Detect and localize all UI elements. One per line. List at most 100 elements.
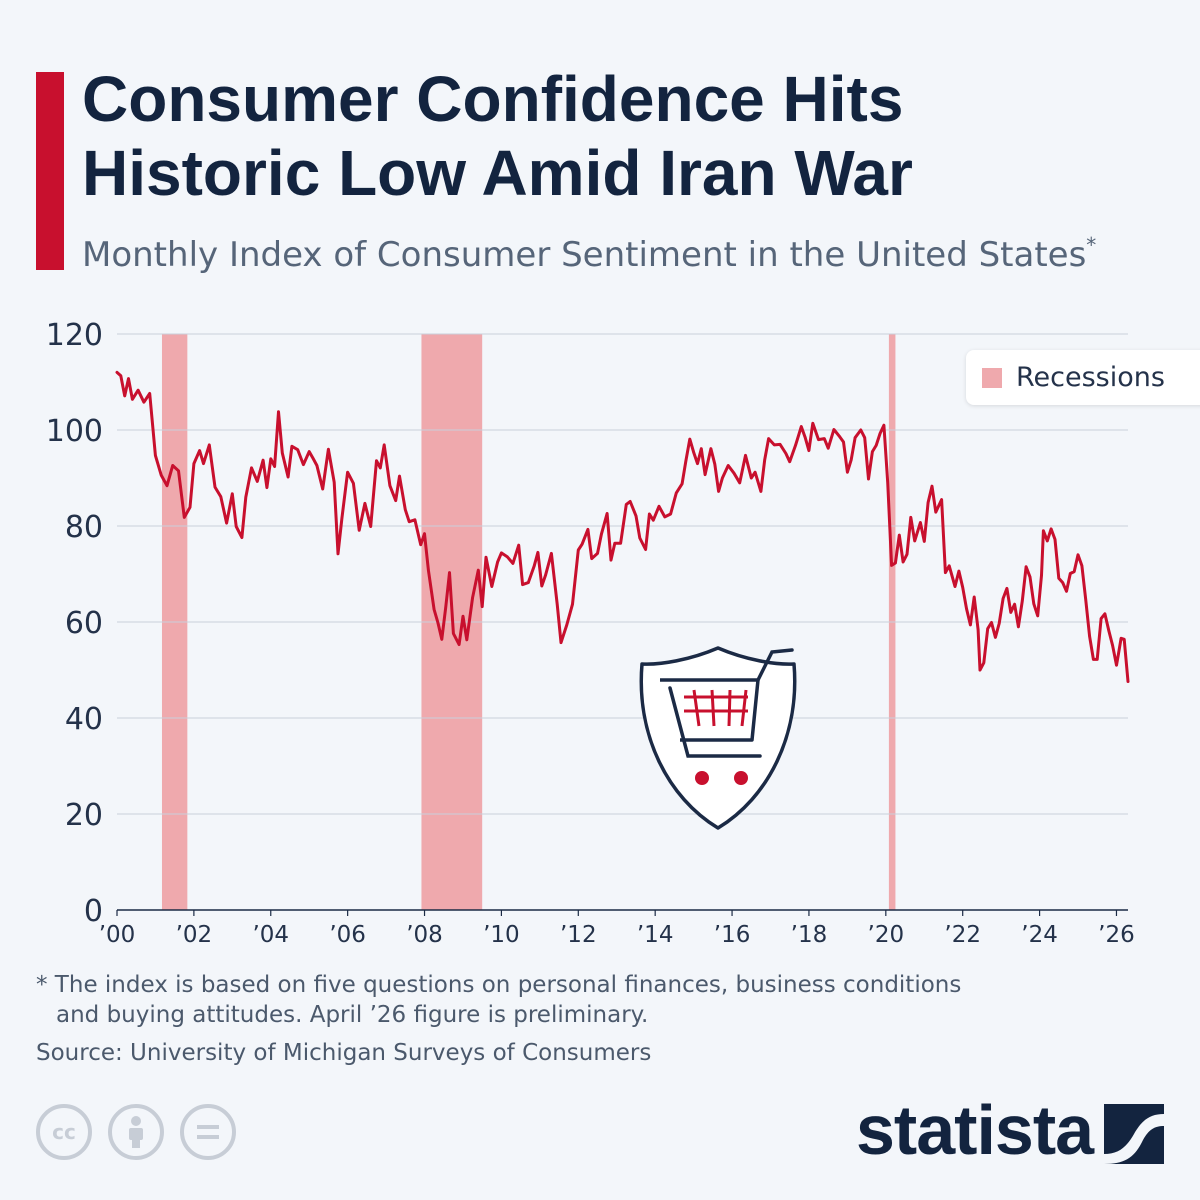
data-point-92 — [571, 603, 574, 606]
sentiment-line-chart: 0 20 40 60 80 100 120 ’00 ’02 ’04 ’06 ’08 ’10 ’12 ’14… — [46, 318, 1135, 948]
data-point-135 — [778, 443, 782, 446]
x-tick-label: ’10 — [483, 922, 520, 948]
data-point-141 — [807, 449, 811, 452]
data-point-203 — [1057, 577, 1061, 580]
data-point-168 — [923, 540, 926, 543]
data-point-106 — [638, 536, 641, 540]
data-point-109 — [652, 519, 655, 522]
data-point-32 — [277, 410, 280, 413]
data-point-9 — [160, 473, 163, 477]
data-point-28 — [261, 459, 265, 462]
statista-logo-text[interactable]: statista — [856, 1091, 1094, 1169]
data-point-173 — [944, 571, 947, 574]
data-point-97 — [596, 552, 599, 555]
data-point-122 — [713, 462, 716, 466]
data-point-58 — [407, 520, 411, 523]
data-point-128 — [744, 454, 747, 457]
data-point-27 — [256, 480, 259, 483]
x-axis-ticks: ’00 ’02 ’04 ’06 ’08 ’10 ’12 ’14 ’16 ’18 ’20 ’22 ’24 ’… — [99, 910, 1135, 948]
data-point-167 — [919, 521, 922, 524]
data-point-33 — [281, 451, 284, 455]
statista-logo-icon[interactable] — [1104, 1104, 1164, 1164]
data-point-66 — [444, 606, 447, 609]
data-point-116 — [688, 437, 691, 441]
data-point-21 — [225, 521, 228, 525]
data-point-129 — [750, 476, 753, 480]
data-point-139 — [800, 425, 803, 428]
data-point-215 — [1103, 612, 1107, 616]
data-point-213 — [1096, 658, 1099, 661]
x-tick-label: ’22 — [944, 922, 981, 948]
data-point-95 — [586, 528, 590, 531]
data-point-56 — [398, 474, 401, 478]
data-point-169 — [926, 501, 930, 504]
data-point-184 — [986, 627, 989, 630]
data-point-74 — [480, 605, 484, 608]
equals-icon[interactable] — [180, 1104, 236, 1160]
legend-label-recessions: Recessions — [1016, 362, 1165, 393]
data-point-93 — [577, 548, 580, 552]
data-point-71 — [465, 638, 469, 641]
data-point-91 — [565, 623, 568, 627]
x-tick-label: ’14 — [637, 922, 674, 948]
data-point-166 — [913, 539, 916, 543]
data-point-132 — [763, 458, 766, 461]
y-tick-label: 120 — [46, 318, 103, 353]
page-title: Consumer Confidence Hits Historic Low Am… — [82, 63, 913, 209]
data-point-127 — [738, 481, 741, 484]
data-point-82 — [521, 583, 524, 586]
footnote-line-2: and buying attitudes. April ’26 figure i… — [56, 1002, 649, 1028]
data-point-48 — [357, 529, 361, 532]
data-point-45 — [340, 517, 344, 520]
data-point-111 — [663, 515, 666, 519]
data-point-63 — [432, 608, 436, 611]
data-point-108 — [648, 512, 651, 516]
data-point-159 — [886, 481, 889, 484]
data-point-68 — [452, 632, 455, 635]
data-point-1 — [119, 374, 123, 377]
data-point-46 — [346, 471, 349, 474]
data-point-42 — [327, 448, 330, 451]
chart-legend: Recessions — [966, 350, 1200, 405]
data-point-126 — [732, 472, 736, 475]
data-point-207 — [1072, 570, 1076, 573]
data-point-86 — [540, 584, 543, 588]
data-point-49 — [363, 502, 367, 505]
data-point-198 — [1040, 574, 1043, 577]
series-line-0 — [115, 370, 1130, 683]
data-point-162 — [898, 533, 901, 537]
x-tick-label: ’08 — [406, 922, 443, 948]
data-point-80 — [511, 562, 515, 565]
data-point-153 — [863, 436, 866, 439]
data-points — [115, 371, 1130, 683]
person-icon[interactable] — [108, 1104, 164, 1160]
data-point-133 — [767, 437, 770, 440]
cc-icon[interactable]: cc — [36, 1104, 92, 1160]
data-point-57 — [404, 508, 407, 511]
x-tick-label: ’26 — [1098, 922, 1135, 948]
data-point-70 — [461, 615, 465, 618]
data-point-24 — [240, 536, 244, 539]
data-point-187 — [998, 622, 1001, 625]
data-point-119 — [700, 447, 703, 450]
data-point-4 — [131, 398, 134, 401]
data-point-19 — [213, 485, 217, 489]
data-point-195 — [1028, 575, 1032, 579]
data-point-73 — [477, 568, 480, 572]
data-point-107 — [644, 548, 647, 551]
data-point-81 — [517, 544, 520, 547]
data-point-78 — [500, 551, 503, 555]
data-point-219 — [1117, 652, 1120, 656]
data-point-53 — [382, 443, 386, 447]
data-point-121 — [709, 447, 713, 450]
data-point-158 — [882, 424, 886, 427]
data-point-197 — [1036, 614, 1039, 617]
data-point-8 — [154, 454, 157, 457]
data-point-100 — [609, 558, 613, 562]
data-point-136 — [784, 452, 788, 455]
data-point-220 — [1119, 637, 1123, 640]
data-point-134 — [773, 443, 776, 447]
data-point-205 — [1065, 590, 1068, 593]
data-point-176 — [957, 569, 961, 573]
data-point-171 — [934, 510, 937, 514]
